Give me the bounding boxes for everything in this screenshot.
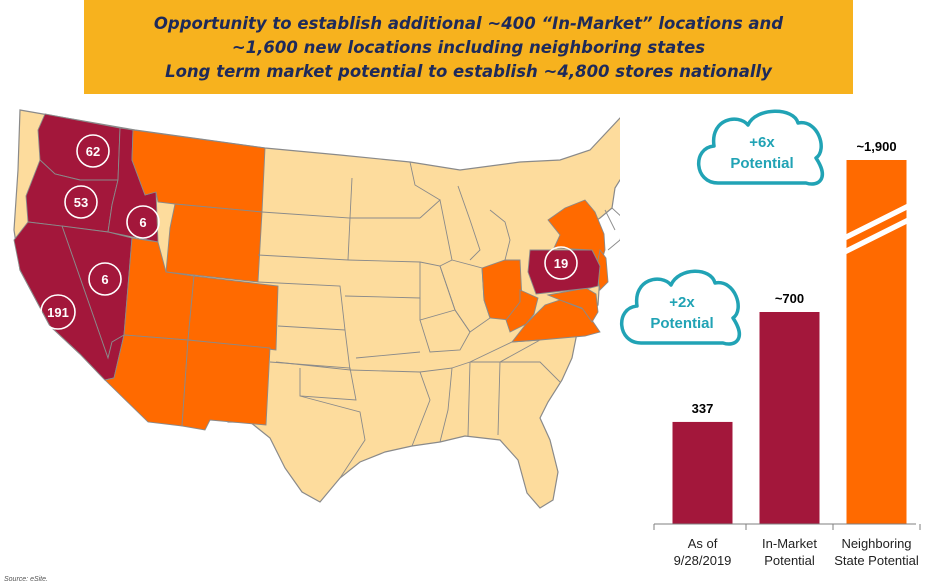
badge-pa: 19 bbox=[544, 246, 578, 280]
category-label-0-0: As of bbox=[688, 536, 718, 551]
region-ny bbox=[547, 199, 606, 268]
x-axis-categories: As of 9/28/2019 In-Market Potential Neighbor… bbox=[674, 536, 919, 568]
region-pa bbox=[527, 249, 601, 295]
badge-nv: 6 bbox=[88, 262, 122, 296]
category-label-1-1: Potential bbox=[764, 553, 815, 568]
region-nm bbox=[181, 339, 271, 431]
callout-text-1-0: +6x bbox=[749, 134, 775, 151]
badge-or-value: 53 bbox=[74, 195, 88, 210]
callouts: +2x Potential +6x Potential bbox=[620, 109, 824, 346]
badge-or: 53 bbox=[64, 185, 98, 219]
badge-id: 6 bbox=[126, 205, 160, 239]
badge-wa-value: 62 bbox=[86, 144, 100, 159]
callout-text-1-1: Potential bbox=[730, 155, 793, 172]
region-mt bbox=[131, 129, 266, 213]
banner-line-1: Opportunity to establish additional ~400… bbox=[153, 14, 784, 33]
region-wv bbox=[505, 289, 539, 333]
badge-wa: 62 bbox=[76, 134, 110, 168]
source-note: Source: eSite. bbox=[4, 576, 48, 583]
callout-text-0-1: Potential bbox=[650, 315, 713, 332]
category-label-0-1: 9/28/2019 bbox=[674, 553, 732, 568]
headline-banner: Opportunity to establish additional ~400… bbox=[84, 0, 853, 94]
bar-0 bbox=[672, 421, 733, 524]
banner-line-2: ~1,600 new locations including neighbori… bbox=[231, 38, 706, 57]
axis-break-mark bbox=[846, 204, 907, 254]
bar-1 bbox=[759, 312, 820, 524]
badge-ca: 191 bbox=[40, 294, 76, 330]
value-label-1: ~700 bbox=[775, 291, 804, 306]
category-label-2-1: State Potential bbox=[834, 553, 919, 568]
stores-potential-chart: +2x Potential +6x Potential 337 ~700 ~1,900 A… bbox=[620, 109, 921, 568]
callout-cloud-0: +2x Potential bbox=[620, 269, 741, 346]
bars bbox=[672, 160, 907, 524]
bar-2 bbox=[846, 160, 907, 524]
region-co bbox=[187, 275, 279, 351]
region-md bbox=[546, 287, 599, 323]
badge-ca-value: 191 bbox=[47, 305, 69, 320]
category-label-1-0: In-Market bbox=[762, 536, 817, 551]
callout-cloud-1: +6x Potential bbox=[697, 109, 824, 186]
badge-pa-value: 19 bbox=[554, 256, 568, 271]
value-label-0: 337 bbox=[692, 401, 714, 416]
region-wy bbox=[165, 203, 263, 283]
callout-text-0-0: +2x bbox=[669, 294, 695, 311]
labels: 337 ~700 ~1,900 bbox=[692, 139, 897, 416]
state-borders bbox=[257, 161, 620, 479]
category-label-2-0: Neighboring bbox=[841, 536, 911, 551]
badge-id-value: 6 bbox=[139, 215, 146, 230]
badge-nv-value: 6 bbox=[101, 272, 108, 287]
us-map: 62 53 6 6 191 19 bbox=[13, 109, 620, 509]
x-axis-ticks bbox=[653, 524, 921, 530]
value-label-2: ~1,900 bbox=[856, 139, 896, 154]
banner-line-3: Long term market potential to establish … bbox=[165, 62, 772, 81]
